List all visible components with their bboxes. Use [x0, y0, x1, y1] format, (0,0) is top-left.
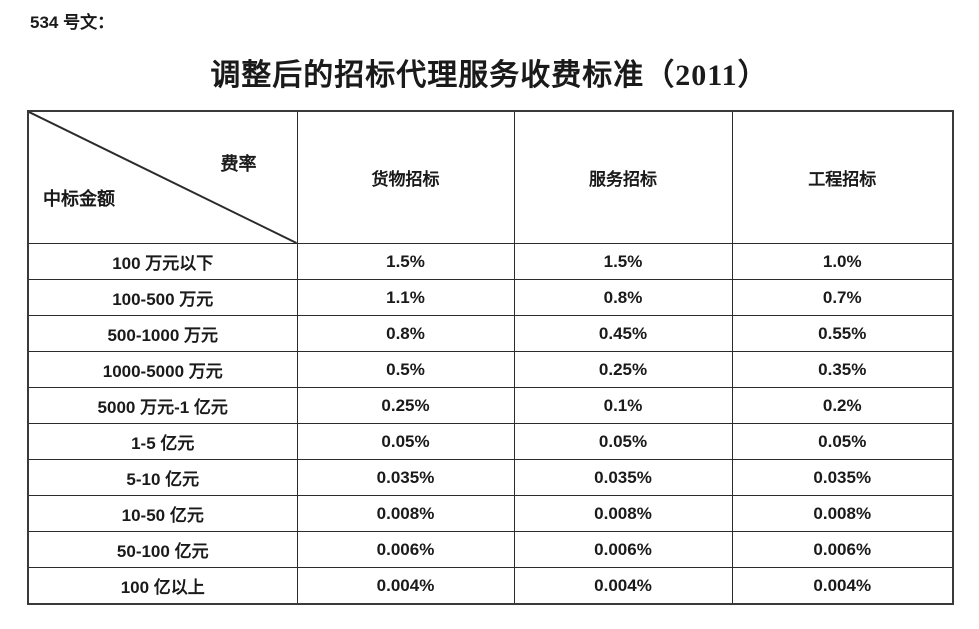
table-row: 5000 万元-1 亿元 0.25% 0.1% 0.2%	[27, 387, 954, 424]
cell-goods-rate: 1.5%	[296, 243, 515, 280]
cell-engineering-rate: 0.2%	[731, 387, 954, 424]
cell-goods-rate: 0.008%	[296, 495, 515, 532]
row-label-amount-range: 1-5 亿元	[27, 423, 298, 460]
cell-services-rate: 0.006%	[513, 531, 733, 568]
row-label-amount-range: 100 亿以上	[27, 567, 298, 605]
cell-goods-rate: 0.004%	[296, 567, 515, 605]
row-label-amount-range: 5-10 亿元	[27, 459, 298, 496]
fee-standards-table: 费率 中标金额 货物招标 服务招标 工程招标 100 万元以下 1.5% 1.5…	[27, 110, 954, 605]
page-title: 调整后的招标代理服务收费标准（2011）	[210, 59, 769, 92]
table-header-row: 费率 中标金额 货物招标 服务招标 工程招标	[27, 110, 954, 244]
table-row: 5-10 亿元 0.035% 0.035% 0.035%	[27, 459, 954, 496]
table-row: 100-500 万元 1.1% 0.8% 0.7%	[27, 279, 954, 316]
row-label-amount-range: 50-100 亿元	[27, 531, 298, 568]
cell-engineering-rate: 0.035%	[731, 459, 954, 496]
cell-goods-rate: 0.25%	[296, 387, 515, 424]
cell-engineering-rate: 0.004%	[731, 567, 954, 605]
cell-engineering-rate: 0.35%	[731, 351, 954, 388]
cell-services-rate: 0.1%	[513, 387, 733, 424]
column-header-services: 服务招标	[513, 110, 733, 244]
corner-label-amount: 中标金额	[43, 189, 115, 209]
cell-services-rate: 0.05%	[513, 423, 733, 460]
cell-goods-rate: 1.1%	[296, 279, 515, 316]
cell-services-rate: 0.8%	[513, 279, 733, 316]
cell-goods-rate: 0.035%	[296, 459, 515, 496]
cell-services-rate: 0.25%	[513, 351, 733, 388]
cell-services-rate: 0.004%	[513, 567, 733, 605]
cell-engineering-rate: 0.008%	[731, 495, 954, 532]
cell-engineering-rate: 0.05%	[731, 423, 954, 460]
cell-engineering-rate: 0.7%	[731, 279, 954, 316]
table-row: 1000-5000 万元 0.5% 0.25% 0.35%	[27, 351, 954, 388]
table-row: 50-100 亿元 0.006% 0.006% 0.006%	[27, 531, 954, 568]
row-label-amount-range: 10-50 亿元	[27, 495, 298, 532]
cell-goods-rate: 0.5%	[296, 351, 515, 388]
table-row: 1-5 亿元 0.05% 0.05% 0.05%	[27, 423, 954, 460]
cell-goods-rate: 0.8%	[296, 315, 515, 352]
row-label-amount-range: 1000-5000 万元	[27, 351, 298, 388]
cell-goods-rate: 0.006%	[296, 531, 515, 568]
column-header-engineering: 工程招标	[731, 110, 954, 244]
row-label-amount-range: 100-500 万元	[27, 279, 298, 316]
cell-engineering-rate: 0.006%	[731, 531, 954, 568]
cell-engineering-rate: 1.0%	[731, 243, 954, 280]
row-label-amount-range: 100 万元以下	[27, 243, 298, 280]
cell-services-rate: 0.45%	[513, 315, 733, 352]
cell-services-rate: 0.008%	[513, 495, 733, 532]
cell-services-rate: 1.5%	[513, 243, 733, 280]
cell-engineering-rate: 0.55%	[731, 315, 954, 352]
diagonal-corner-cell: 费率 中标金额	[27, 110, 298, 244]
cell-goods-rate: 0.05%	[296, 423, 515, 460]
document-number-label: 534 号文：	[30, 13, 115, 32]
cell-services-rate: 0.035%	[513, 459, 733, 496]
table-row: 500-1000 万元 0.8% 0.45% 0.55%	[27, 315, 954, 352]
column-header-goods: 货物招标	[296, 110, 515, 244]
row-label-amount-range: 500-1000 万元	[27, 315, 298, 352]
table-row: 100 亿以上 0.004% 0.004% 0.004%	[27, 567, 954, 605]
row-label-amount-range: 5000 万元-1 亿元	[27, 387, 298, 424]
diagonal-line	[29, 112, 297, 243]
table-row: 100 万元以下 1.5% 1.5% 1.0%	[27, 243, 954, 280]
corner-label-rate: 费率	[220, 154, 257, 174]
table-row: 10-50 亿元 0.008% 0.008% 0.008%	[27, 495, 954, 532]
